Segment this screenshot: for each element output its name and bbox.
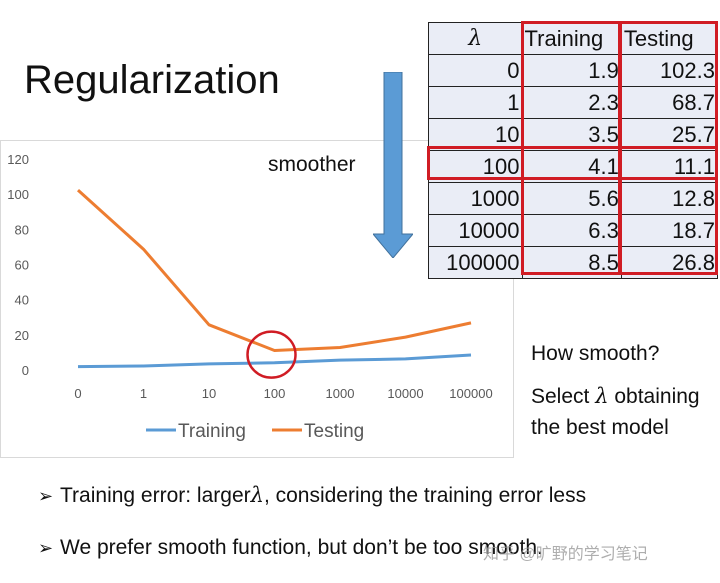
y-tick-label: 60 <box>15 258 29 273</box>
legend-label: Testing <box>304 421 364 442</box>
series-layer <box>76 189 472 369</box>
x-tick-label: 1000 <box>326 386 355 401</box>
chart-legend: Training Testing <box>146 421 364 442</box>
training-cell: 2.3 <box>521 86 622 119</box>
lambda-cell: 100 <box>428 150 523 183</box>
testing-cell: 25.7 <box>620 118 719 151</box>
testing-cell: 18.7 <box>620 214 719 247</box>
answer-note: Select λ obtaining <box>531 384 700 409</box>
legend-label: Training <box>178 421 246 442</box>
y-tick-label: 80 <box>15 222 29 237</box>
answer-suffix: obtaining <box>608 385 700 408</box>
bullet-smooth-preference: ➢ We prefer smooth function, but don’t be… <box>38 536 543 560</box>
table-row: 100000 8.5 26.8 <box>428 246 719 279</box>
header-lambda: λ <box>428 22 523 55</box>
training-cell: 6.3 <box>521 214 622 247</box>
y-tick-label: 120 <box>7 152 29 167</box>
training-cell: 4.1 <box>521 150 622 183</box>
results-table: λ Training Testing 0 1.9 102.3 1 2.3 68.7 10 3.… <box>428 22 719 279</box>
page-title: Regularization <box>24 58 280 102</box>
bullet-2-text: We prefer smooth function, but don’t be … <box>60 536 543 559</box>
x-tick-label: 100000 <box>449 386 492 401</box>
table-row: 0 1.9 102.3 <box>428 54 719 87</box>
y-tick-label: 20 <box>15 328 29 343</box>
bullet-arrow-icon: ➢ <box>38 486 54 506</box>
table-row: 10 3.5 25.7 <box>428 118 719 151</box>
training-cell: 3.5 <box>521 118 622 151</box>
series-line-training <box>77 353 472 369</box>
x-tick-label: 0 <box>74 386 81 401</box>
bullet-1-prefix: Training error: larger <box>60 484 251 507</box>
training-cell: 1.9 <box>521 54 622 87</box>
testing-cell: 102.3 <box>620 54 719 87</box>
y-axis: 0 20 40 60 80 100 120 <box>7 152 29 378</box>
header-testing: Testing <box>620 22 719 55</box>
table-row: 100 4.1 11.1 <box>428 150 719 183</box>
testing-cell: 12.8 <box>620 182 719 215</box>
x-axis: 0 1 10 100 1000 10000 100000 <box>74 386 492 401</box>
lambda-cell: 1 <box>428 86 523 119</box>
table-row: 1000 5.6 12.8 <box>428 182 719 215</box>
x-tick-label: 10000 <box>387 386 423 401</box>
lambda-cell: 10000 <box>428 214 523 247</box>
lambda-cell: 100000 <box>428 246 523 279</box>
x-tick-label: 10 <box>202 386 216 401</box>
bullet-1-suffix: , considering the training error less <box>263 484 587 507</box>
series-line-testing <box>76 189 472 352</box>
testing-cell: 26.8 <box>620 246 719 279</box>
answer-prefix: Select <box>531 385 596 408</box>
down-arrow-icon <box>373 72 413 258</box>
bullet-arrow-icon: ➢ <box>38 538 54 558</box>
question-note: How smooth? <box>531 342 660 365</box>
training-cell: 5.6 <box>521 182 622 215</box>
training-cell: 8.5 <box>521 246 622 279</box>
x-tick-label: 100 <box>264 386 286 401</box>
bullet-training-error: ➢ Training error: largerλ, considering th… <box>38 483 586 508</box>
lambda-cell: 1000 <box>428 182 523 215</box>
table-row: 1 2.3 68.7 <box>428 86 719 119</box>
header-training: Training <box>521 22 622 55</box>
x-tick-label: 1 <box>140 386 147 401</box>
lambda-cell: 0 <box>428 54 523 87</box>
table-header-row: λ Training Testing <box>428 22 719 55</box>
answer-note-line2: the best model <box>531 416 669 439</box>
highlight-ellipse <box>246 330 297 379</box>
y-tick-label: 0 <box>22 363 29 378</box>
y-tick-label: 40 <box>15 293 29 308</box>
table-row: 10000 6.3 18.7 <box>428 214 719 247</box>
watermark: 知乎 @旷野的学习笔记 <box>483 546 648 563</box>
arrow-label: smoother <box>268 153 356 176</box>
y-tick-label: 100 <box>7 187 29 202</box>
bullet-1-lambda: λ <box>250 483 264 507</box>
answer-lambda: λ <box>595 384 609 408</box>
lambda-cell: 10 <box>428 118 523 151</box>
testing-cell: 68.7 <box>620 86 719 119</box>
testing-cell: 11.1 <box>620 150 719 183</box>
